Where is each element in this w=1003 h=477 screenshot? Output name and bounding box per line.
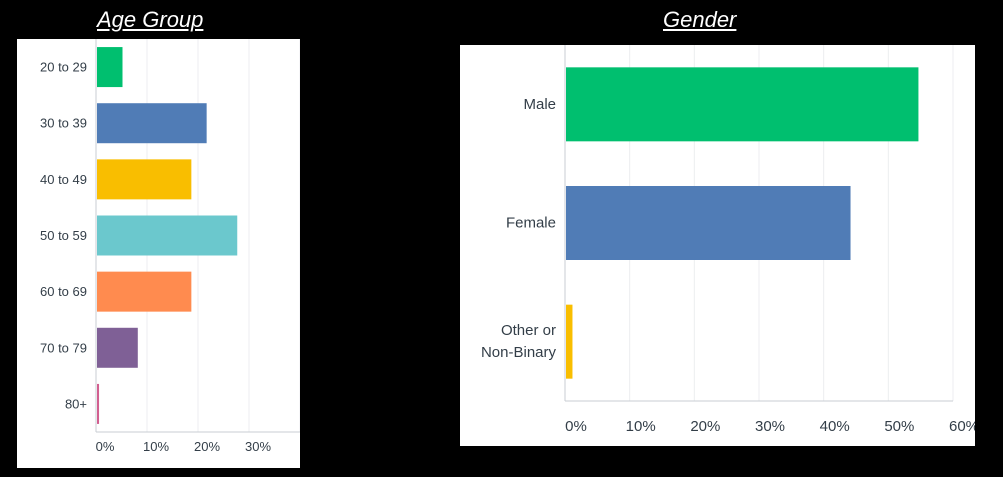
age-category-label: 70 to 79 [40,340,87,355]
age-category-label: 80+ [65,396,87,411]
gender-category-label: Female [506,215,556,232]
age-bar-60-to-69 [97,271,192,312]
gender-tick-label: 60% [949,418,975,435]
age-category-label: 50 to 59 [40,228,87,243]
age-group-chart: 20 to 29 30 to 39 40 to 49 50 to 59 60 to 69… [40,39,300,454]
gender-tick-label: 10% [626,418,656,435]
age-bar-20-to-29 [97,47,123,88]
age-category-label: 40 to 49 [40,172,87,187]
age-category-label: 30 to 39 [40,116,87,131]
age-tick-label: 10% [143,439,169,454]
gender-bar-female [566,186,851,260]
age-bar-40-to-49 [97,159,192,200]
gender-tick-label: 50% [884,418,914,435]
gender-tick-label: 0% [565,418,587,435]
age-bar-50-to-59 [97,215,238,256]
age-bar-30-to-39 [97,103,207,144]
age-category-label: 20 to 29 [40,60,87,75]
gender-tick-label: 40% [820,418,850,435]
age-group-chart-panel: 20 to 29 30 to 39 40 to 49 50 to 59 60 to 69… [17,39,300,468]
age-tick-label: 0% [96,439,115,454]
gender-chart-panel: Male Female Other or Non-Binary 0% 10% 20% 30% 4… [460,45,975,446]
age-tick-label: 30% [245,439,271,454]
gender-tick-label: 30% [755,418,785,435]
age-bar-70-to-79 [97,327,138,368]
gender-title: Gender [663,7,737,32]
age-tick-label: 20% [194,439,220,454]
gender-category-label: Other or Non-Binary [481,322,557,361]
gender-tick-label: 20% [690,418,720,435]
gender-chart: Male Female Other or Non-Binary 0% 10% 20% 30% 4… [481,45,975,435]
gender-category-label: Male [523,96,556,113]
age-group-title: Age Group [97,7,204,32]
age-bar-80- [97,383,100,424]
gender-bar-other-or-non-binary [566,304,573,379]
gender-bar-male [566,67,919,142]
age-category-label: 60 to 69 [40,284,87,299]
